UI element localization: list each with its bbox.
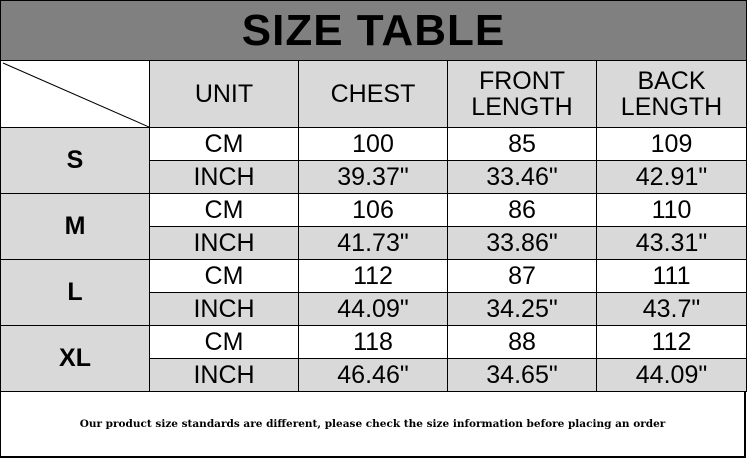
unit-cell: CM [149, 325, 299, 359]
chest-cell: 46.46" [298, 358, 448, 392]
size-label: S [0, 127, 150, 194]
footer-note: Our product size standards are different… [0, 392, 746, 458]
table-row: M CM 106 86 110 [0, 193, 747, 260]
unit-cell: CM [149, 259, 299, 293]
front-length-cell: 33.86" [447, 226, 597, 260]
unit-cell: CM [149, 127, 299, 161]
unit-cell: INCH [149, 358, 299, 392]
chest-cell: 39.37" [298, 160, 448, 194]
back-length-cell: 42.91" [596, 160, 747, 194]
front-length-cell: 85 [447, 127, 597, 161]
front-length-cell: 34.65" [447, 358, 597, 392]
table-row: S CM 100 85 109 [0, 127, 747, 194]
table-row: XL CM 118 88 112 [0, 325, 747, 392]
front-length-cell: 86 [447, 193, 597, 227]
unit-cell: INCH [149, 160, 299, 194]
table-row: L CM 112 87 111 [0, 259, 747, 326]
unit-cell: CM [149, 193, 299, 227]
header-unit: UNIT [149, 60, 299, 128]
page-title: SIZE TABLE [0, 0, 747, 60]
table-row: INCH 39.37" 33.46" 42.91" [1, 160, 747, 194]
back-length-cell: 109 [596, 127, 747, 161]
chest-cell: 118 [298, 325, 448, 359]
chest-cell: 41.73" [298, 226, 448, 260]
header-back-length: BACK LENGTH [596, 60, 747, 128]
header-chest: CHEST [298, 60, 448, 128]
front-length-cell: 88 [447, 325, 597, 359]
table-row: INCH 44.09" 34.25" 43.7" [1, 292, 747, 326]
chest-cell: 100 [298, 127, 448, 161]
front-length-cell: 33.46" [447, 160, 597, 194]
back-length-cell: 43.7" [596, 292, 747, 326]
back-length-cell: 110 [596, 193, 747, 227]
size-label: L [0, 259, 150, 326]
header-front-length: FRONT LENGTH [447, 60, 597, 128]
header-row: UNIT CHEST FRONT LENGTH BACK LENGTH [0, 60, 747, 128]
back-length-cell: 111 [596, 259, 747, 293]
unit-cell: INCH [149, 226, 299, 260]
table-row: INCH 41.73" 33.86" 43.31" [1, 226, 747, 260]
chest-cell: 106 [298, 193, 448, 227]
chest-cell: 112 [298, 259, 448, 293]
size-table: UNIT CHEST FRONT LENGTH BACK LENGTH S CM 1… [0, 60, 747, 392]
size-label: XL [0, 325, 150, 392]
size-label: M [0, 193, 150, 260]
table-row: INCH 46.46" 34.65" 44.09" [1, 358, 747, 392]
front-length-cell: 87 [447, 259, 597, 293]
back-length-cell: 112 [596, 325, 747, 359]
diagonal-corner-cell [0, 60, 150, 128]
unit-cell: INCH [149, 292, 299, 326]
front-length-cell: 34.25" [447, 292, 597, 326]
chest-cell: 44.09" [298, 292, 448, 326]
back-length-cell: 44.09" [596, 358, 747, 392]
back-length-cell: 43.31" [596, 226, 747, 260]
